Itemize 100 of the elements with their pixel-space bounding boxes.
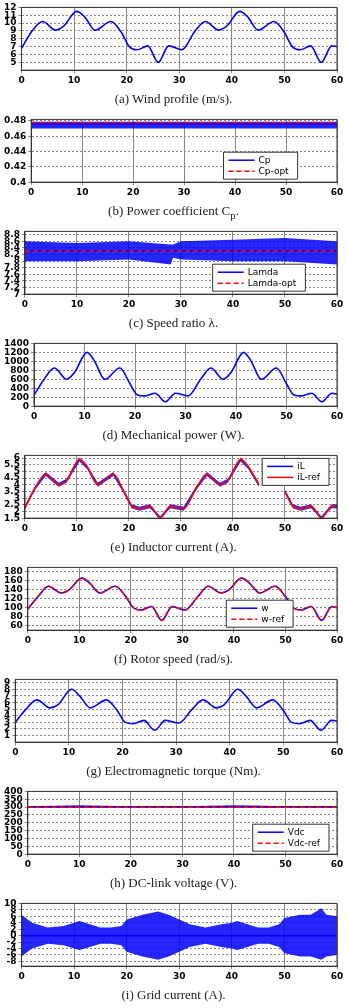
y-tick-label: 100 <box>3 602 23 613</box>
text: (g) Electromagnetic torque (Nm). <box>85 762 262 780</box>
text: (b) Power coefficient C$_{p}$. <box>107 202 240 223</box>
x-tick-label: 50 <box>278 970 291 981</box>
x-tick-label: 40 <box>226 522 240 533</box>
x-tick-label: 30 <box>179 410 192 421</box>
y-tick-label: 6 <box>10 48 17 59</box>
x-tick-label: 30 <box>169 746 183 757</box>
x-tick-label: 20 <box>116 746 129 757</box>
text: (h) DC-link voltage (V). <box>108 874 239 892</box>
y-tick-label: 400 <box>10 382 30 393</box>
x-tick-label: 50 <box>279 186 293 197</box>
x-tick-label: 50 <box>280 410 293 421</box>
x-tick-label: 50 <box>278 298 292 309</box>
x-tick-label: 10 <box>78 410 91 421</box>
text: (c) Speed ratio λ. <box>127 314 220 332</box>
y-tick-label: 5 <box>10 56 17 67</box>
x-tick-label: 20 <box>126 186 140 197</box>
x-tick-label: 50 <box>279 634 292 645</box>
x-tick-label: 60 <box>330 298 344 309</box>
y-tick-label: 0 <box>16 848 23 859</box>
x-tick-label: 60 <box>330 186 344 197</box>
x-tick-label: 60 <box>330 410 344 421</box>
x-tick-label: 50 <box>279 858 292 869</box>
y-tick-label: 10 <box>3 17 17 28</box>
x-tick-label: 40 <box>226 298 240 309</box>
y-tick-label: 180 <box>3 566 23 577</box>
x-tick-label: 50 <box>278 522 292 533</box>
x-tick-label: 40 <box>227 634 241 645</box>
y-tick-label: 120 <box>3 593 23 604</box>
x-tick-label: 10 <box>62 746 76 757</box>
x-tick-label: 30 <box>173 74 186 85</box>
x-tick-label: 10 <box>67 970 81 981</box>
x-tick-label: 30 <box>177 186 191 197</box>
y-tick-label: 400 <box>3 785 23 796</box>
y-tick-label: 140 <box>3 584 23 595</box>
x-tick-label: 10 <box>70 522 84 533</box>
y-tick-label: 600 <box>10 373 30 384</box>
y-tick-label: 12 <box>3 1 17 12</box>
y-tick-label: 1000 <box>3 355 30 366</box>
y-tick-label: 0.42 <box>3 161 27 172</box>
y-tick-label: 0 <box>22 400 30 411</box>
y-tick-label: 350 <box>3 793 23 804</box>
x-tick-label: 60 <box>330 522 344 533</box>
y-tick-label: 100 <box>3 832 23 843</box>
x-tick-label: 20 <box>124 858 138 869</box>
x-tick-label: 40 <box>228 186 242 197</box>
text: (f) Rotor speed (rad/s). <box>112 650 235 668</box>
legend-label: Lamda-opt <box>247 277 297 288</box>
x-tick-label: 60 <box>330 746 344 757</box>
text: (d) Mechanical power (W). <box>101 426 246 444</box>
y-tick-label: 250 <box>3 809 23 820</box>
x-tick-label: 20 <box>122 522 136 533</box>
x-tick-label: 10 <box>70 298 84 309</box>
legend-label: Lamda <box>247 266 279 277</box>
legend-label: Cp-opt <box>258 165 290 176</box>
x-tick-label: 20 <box>128 410 142 421</box>
x-tick-label: 40 <box>227 858 241 869</box>
y-tick-label: 1200 <box>3 346 30 357</box>
y-tick-label: 200 <box>10 391 30 402</box>
y-tick-label: 50 <box>10 840 23 851</box>
y-tick-label: 0.44 <box>3 145 27 156</box>
y-tick-label: 11 <box>3 9 17 20</box>
legend-label: Vdc <box>287 826 305 837</box>
x-tick-label: 60 <box>330 970 344 981</box>
x-tick-label: 60 <box>330 858 344 869</box>
x-tick-label: 10 <box>73 858 86 869</box>
x-tick-label: 30 <box>176 634 189 645</box>
x-tick-label: 10 <box>67 74 81 85</box>
x-tick-label: 30 <box>176 858 189 869</box>
x-tick-label: 10 <box>73 634 86 645</box>
y-tick-label: 800 <box>10 364 30 375</box>
x-tick-label: 20 <box>124 634 138 645</box>
x-tick-label: 40 <box>223 746 237 757</box>
legend-label: Vdc-ref <box>287 837 321 848</box>
y-tick-label: 80 <box>10 611 23 622</box>
x-tick-label: 40 <box>229 410 243 421</box>
text: (a) Wind profile (m/s). <box>113 90 234 108</box>
legend-label: iL-ref <box>297 471 321 482</box>
x-tick-label: 20 <box>122 298 136 309</box>
x-tick-label: 30 <box>174 522 188 533</box>
y-tick-label: 9 <box>10 25 17 36</box>
x-tick-label: 60 <box>330 74 344 85</box>
x-tick-label: 20 <box>120 970 133 981</box>
y-tick-label: 1400 <box>3 337 30 348</box>
legend-label: iL <box>297 460 305 471</box>
legend-label: w-ref <box>261 613 285 624</box>
x-tick-label: 0 <box>30 410 38 421</box>
x-tick-label: 30 <box>173 970 186 981</box>
x-tick-label: 60 <box>330 634 344 645</box>
x-tick-label: 20 <box>120 74 133 85</box>
legend-label: Cp <box>258 154 271 165</box>
x-tick-label: 30 <box>174 298 188 309</box>
legend-label: w <box>261 602 269 613</box>
y-tick-label: 0.48 <box>3 115 27 126</box>
y-tick-label: 160 <box>3 575 23 586</box>
y-tick-label: 0.46 <box>3 130 27 141</box>
y-tick-label: 0.4 <box>10 176 27 187</box>
y-tick-label: 300 <box>3 801 23 812</box>
x-tick-label: 10 <box>75 186 89 197</box>
